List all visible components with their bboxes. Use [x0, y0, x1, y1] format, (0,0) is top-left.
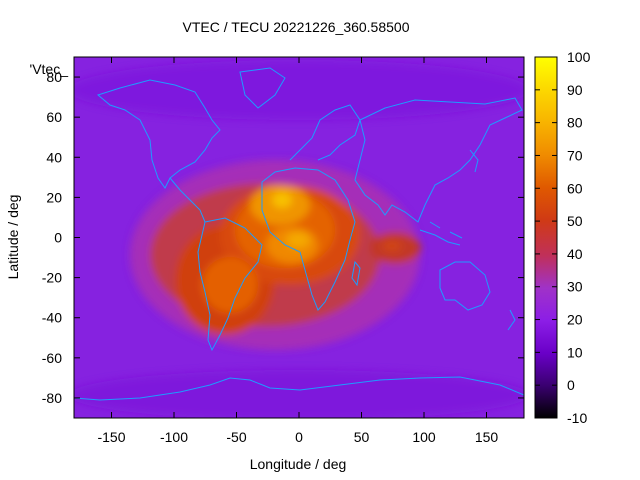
x-tick-label: 50 — [354, 429, 370, 445]
y-tick-label: -80 — [42, 390, 62, 406]
coast-madagascar — [351, 260, 361, 287]
colorbar-tick-label: 20 — [567, 312, 583, 328]
x-axis-title: Longitude / deg — [250, 456, 347, 472]
colorbar-tick-label: 0 — [567, 377, 575, 393]
y-tick-label: 40 — [46, 149, 62, 165]
x-tick-label: 150 — [475, 429, 499, 445]
y-tick-label: 20 — [46, 189, 62, 205]
coast-south-america — [197, 217, 263, 352]
colorbar-tick-label: 70 — [567, 147, 583, 163]
coastlines — [74, 67, 524, 401]
indian-ocean-core — [382, 240, 402, 252]
x-tick-label: -100 — [160, 429, 188, 445]
colorbar-tick-label: 30 — [567, 279, 583, 295]
colorbar-tick-label: 40 — [567, 246, 583, 262]
x-axis-ticks: -150 -100 -50 0 50 100 150 — [97, 57, 498, 445]
y-tick-label: -40 — [42, 310, 62, 326]
y-tick-label: 0 — [54, 230, 62, 246]
x-tick-label: -50 — [226, 429, 246, 445]
high-lat-north-band — [74, 60, 524, 120]
coast-indonesia — [419, 221, 463, 246]
x-tick-label: 0 — [295, 429, 303, 445]
colorbar-tick-label: -10 — [567, 410, 587, 426]
colorbar-tick-label: 60 — [567, 180, 583, 196]
colorbar — [534, 56, 558, 419]
x-tick-label: 100 — [412, 429, 436, 445]
y-tick-label: -20 — [42, 270, 62, 286]
colorbar-tick-label: 80 — [567, 115, 583, 131]
coast-central-america — [169, 177, 206, 223]
colorbar-tick-label: 10 — [567, 344, 583, 360]
coast-new-zealand — [507, 309, 516, 331]
plot-title: VTEC / TECU 20221226_360.58500 — [182, 19, 409, 35]
y-axis-title: Latitude / deg — [5, 195, 21, 280]
coast-antarctica — [74, 376, 524, 401]
coast-europe — [289, 104, 361, 161]
y-tick-label: -60 — [42, 350, 62, 366]
coast-japan — [469, 149, 479, 173]
peak-north — [272, 192, 292, 208]
coast-australia — [439, 261, 491, 311]
coast-north-america — [96, 79, 221, 189]
colorbar-tick-label: 50 — [567, 213, 583, 229]
vtec-heatmap — [74, 57, 524, 418]
colorbar-tick-label: 100 — [567, 49, 591, 65]
high-lat-south-band — [74, 370, 524, 418]
y-tick-label: 80 — [46, 69, 62, 85]
peak-center — [286, 232, 310, 248]
colorbar-tick-label: 90 — [567, 82, 583, 98]
coast-greenland — [239, 67, 286, 109]
coast-asia — [354, 97, 523, 223]
south-america-core — [202, 257, 258, 313]
heatmap-blobs — [74, 60, 524, 418]
x-tick-label: -150 — [97, 429, 125, 445]
coast-africa — [261, 167, 356, 311]
y-tick-label: 60 — [46, 109, 62, 125]
colorbar-ticks: -10 0 10 20 30 40 50 60 70 80 90 100 — [535, 49, 591, 426]
y-axis-ticks: -80 -60 -40 -20 0 20 40 60 80 — [42, 69, 524, 406]
series-label: 'Vtec_ — [30, 61, 69, 77]
